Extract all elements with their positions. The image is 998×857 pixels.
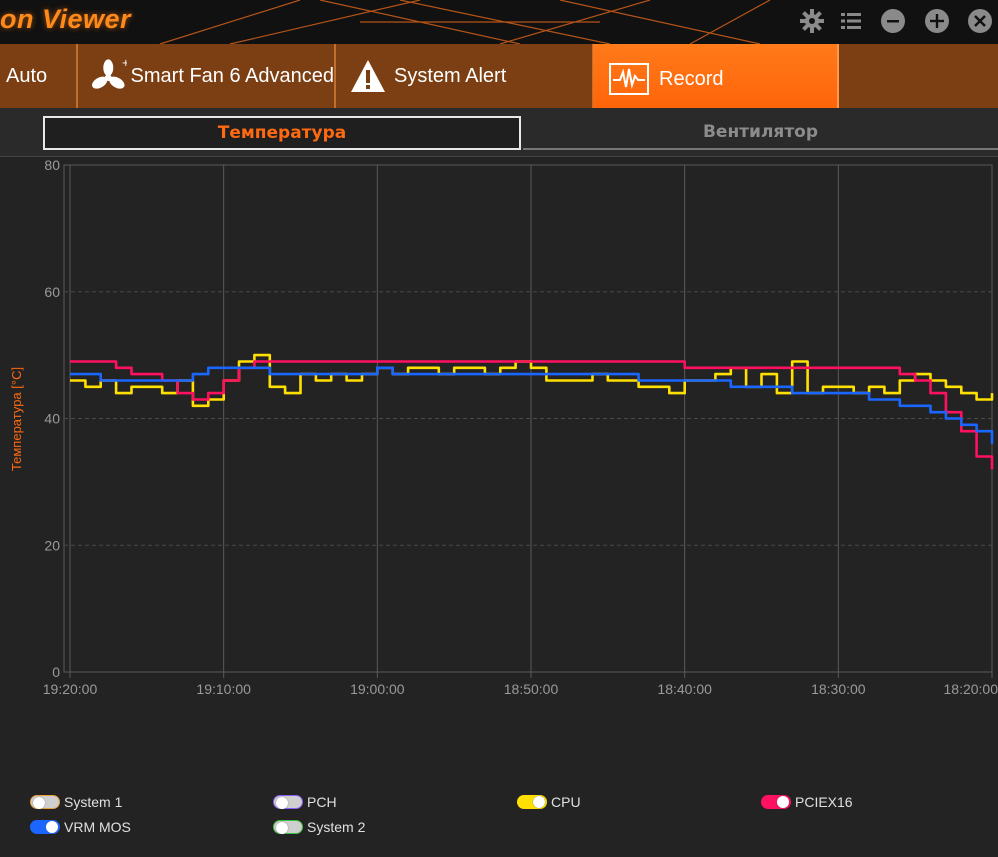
toggle-knob [533, 796, 545, 808]
y-tick-label: 40 [44, 411, 60, 427]
y-axis-label: Температура [°C] [9, 367, 24, 471]
toggle-knob [33, 797, 45, 809]
subtab-temperature[interactable]: Температура [43, 116, 521, 150]
legend-toggle[interactable] [517, 795, 547, 809]
legend-label: System 2 [307, 819, 366, 835]
x-tick-label: 19:20:00 [43, 681, 98, 697]
tab-record[interactable]: Record [593, 44, 839, 114]
legend-toggle[interactable] [761, 795, 791, 809]
x-tick-label: 18:20:00 [944, 681, 998, 697]
y-tick-label: 0 [52, 664, 60, 680]
temperature-chart: 0 20 40 60 80 19:20:00 19:10:00 19:00:00 18:50:0… [9, 157, 998, 697]
tab-system-alert[interactable]: System Alert [336, 44, 594, 108]
y-tick-label: 80 [44, 157, 60, 173]
sub-tab-bar: Температура Вентилятор [0, 108, 998, 157]
record-icon [609, 63, 649, 95]
legend-item-system-2[interactable]: System 2 [273, 818, 365, 836]
legend-toggle[interactable] [273, 820, 303, 834]
toggle-knob [777, 796, 789, 808]
settings-gear-icon[interactable] [799, 8, 825, 34]
legend-label: System 1 [64, 794, 123, 810]
legend-label: VRM MOS [64, 819, 131, 835]
legend-toggle[interactable] [30, 795, 60, 809]
series-line-pciex16 [70, 360, 994, 470]
legend-label: PCIEX16 [795, 794, 853, 810]
close-icon[interactable] [967, 8, 993, 34]
tab-smart-fan-label: Smart Fan 6 Advanced [130, 64, 334, 87]
minimize-icon[interactable] [880, 8, 906, 34]
legend-item-system-1[interactable]: System 1 [30, 793, 122, 811]
y-tick-label: 60 [44, 284, 60, 300]
x-tick-label: 19:00:00 [350, 681, 405, 697]
maximize-icon[interactable] [924, 8, 950, 34]
tab-system-alert-label: System Alert [394, 64, 507, 87]
fan-icon: + [92, 58, 127, 89]
title-decoration [159, 0, 771, 44]
x-tick-label: 18:40:00 [657, 681, 712, 697]
x-tick-label: 18:30:00 [811, 681, 866, 697]
toggle-knob [276, 822, 288, 834]
tab-smart-fan[interactable]: + Smart Fan 6 Advanced [78, 44, 336, 108]
tab-auto[interactable]: Auto [0, 44, 78, 108]
legend-item-pciex16[interactable]: PCIEX16 [761, 793, 853, 811]
series-line-vrm-mos [70, 366, 994, 444]
toggle-knob [46, 821, 58, 833]
legend-item-vrm-mos[interactable]: VRM MOS [30, 818, 131, 836]
legend-item-cpu[interactable]: CPU [517, 793, 581, 811]
app-title: on Viewer [0, 4, 132, 34]
svg-text:+: + [122, 58, 127, 69]
legend-toggle[interactable] [30, 820, 60, 834]
x-tick-label: 19:10:00 [196, 681, 251, 697]
legend-label: PCH [307, 794, 337, 810]
list-menu-icon[interactable] [838, 8, 864, 34]
y-tick-label: 20 [44, 537, 60, 553]
subtab-fan[interactable]: Вентилятор [523, 116, 998, 150]
x-tick-label: 18:50:00 [504, 681, 559, 697]
main-tab-bar: Auto + Smart Fan 6 Advanced System Alert… [0, 44, 998, 114]
tab-record-label: Record [659, 67, 724, 90]
title-bar: on Viewer [0, 0, 998, 44]
legend-item-pch[interactable]: PCH [273, 793, 337, 811]
warning-icon [351, 60, 385, 92]
toggle-knob [276, 797, 288, 809]
legend-toggle[interactable] [273, 795, 303, 809]
legend-label: CPU [551, 794, 581, 810]
tab-auto-label: Auto [6, 64, 48, 87]
